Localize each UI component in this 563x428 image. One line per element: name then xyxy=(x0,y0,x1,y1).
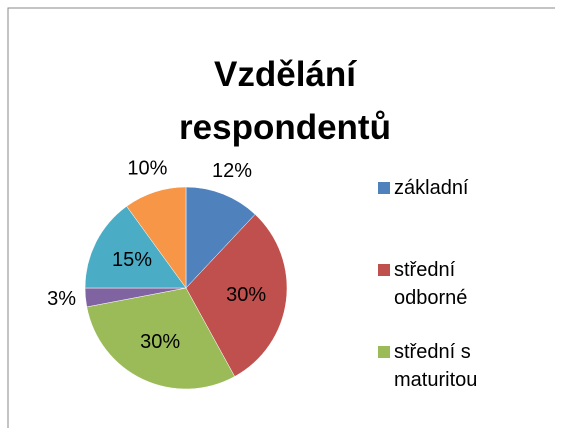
legend-item: střední odborné xyxy=(378,256,508,312)
pie-slice xyxy=(185,214,288,377)
legend-swatch xyxy=(378,346,390,358)
data-label: 15% xyxy=(112,249,152,271)
legend-swatch xyxy=(378,264,390,276)
legend-label: střední s maturitou xyxy=(394,341,478,391)
data-label: 10% xyxy=(127,157,167,179)
pie-slice xyxy=(84,205,187,289)
data-label: 30% xyxy=(226,284,266,306)
legend-item: základní xyxy=(378,174,508,202)
chart-frame xyxy=(7,7,555,428)
legend-item: střední s maturitou xyxy=(378,338,508,394)
data-label: 3% xyxy=(47,288,76,310)
data-label: 12% xyxy=(212,160,252,182)
legend-swatch xyxy=(378,182,390,194)
legend-label: základní xyxy=(394,177,469,199)
legend-label: střední odborné xyxy=(394,259,468,309)
pie-slice xyxy=(185,186,256,289)
pie-slice xyxy=(86,287,235,390)
data-label: 30% xyxy=(140,331,180,353)
chart-title: Vzdělání respondentů xyxy=(179,55,391,147)
pie-slice xyxy=(126,186,187,289)
